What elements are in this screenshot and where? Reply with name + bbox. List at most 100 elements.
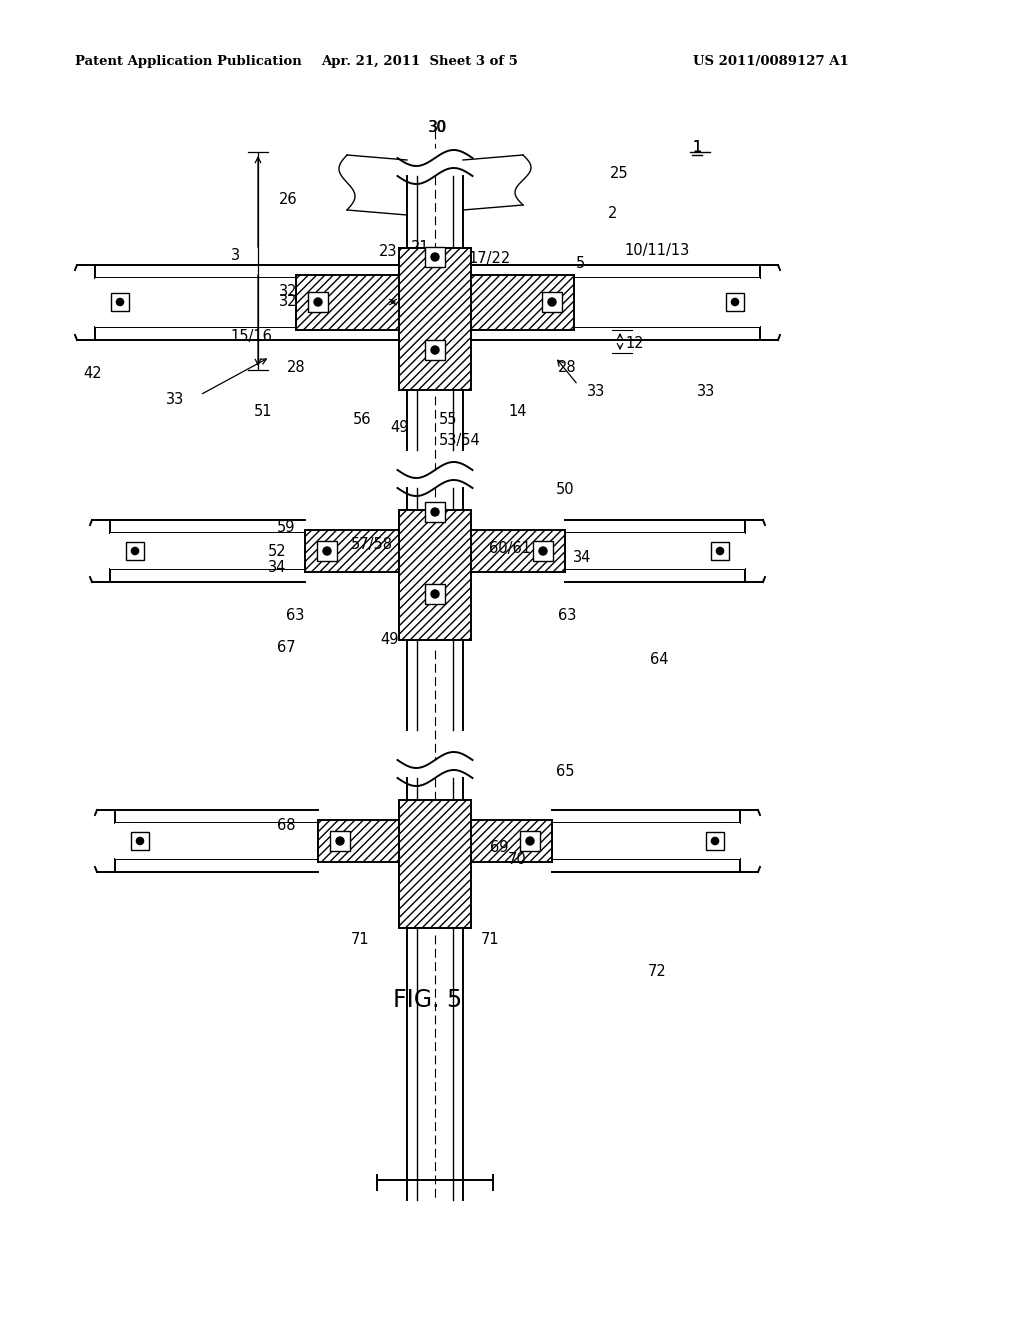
Circle shape [314,298,322,306]
Text: 3: 3 [230,248,240,263]
Text: 33: 33 [587,384,605,400]
Bar [318,820,552,862]
Text: 57/58: 57/58 [351,537,393,553]
Text: 68: 68 [278,817,296,833]
Bar [399,248,471,389]
Circle shape [712,837,719,845]
Text: 32: 32 [279,285,297,300]
Bar [399,510,471,640]
Bar [425,502,445,521]
Text: 33: 33 [166,392,184,408]
Bar [399,800,471,928]
Circle shape [431,253,439,261]
Text: 70: 70 [508,853,526,867]
Text: 63: 63 [286,607,304,623]
Text: 30: 30 [429,120,447,135]
Circle shape [117,298,124,306]
Text: 56: 56 [352,412,372,428]
Text: 63: 63 [558,607,577,623]
Text: 50: 50 [556,483,574,498]
Text: 51: 51 [254,404,272,420]
Bar [425,247,445,267]
Text: 72: 72 [648,965,667,979]
Bar [318,820,552,862]
Circle shape [431,346,439,354]
Text: 34: 34 [267,561,286,576]
Circle shape [539,546,547,554]
Bar [296,279,760,327]
Bar [296,275,574,330]
Bar [308,292,328,312]
Bar [317,541,337,561]
Text: 28: 28 [558,360,577,375]
Text: 28: 28 [287,360,305,375]
Text: 34: 34 [573,550,592,565]
Bar [110,533,305,569]
Circle shape [731,298,738,306]
Text: 23: 23 [379,244,397,260]
Text: 25: 25 [610,165,629,181]
Text: 32: 32 [279,294,297,309]
Bar [95,279,296,327]
Bar [542,292,562,312]
Circle shape [431,508,439,516]
Text: 1: 1 [692,140,701,156]
Bar [399,248,471,389]
Bar [305,531,565,572]
Text: 14: 14 [508,404,526,420]
Text: 65: 65 [556,764,574,780]
Circle shape [323,546,331,554]
Bar [520,832,540,851]
Text: 42: 42 [84,366,102,380]
Text: 60/61: 60/61 [489,540,531,556]
Text: 71: 71 [480,932,500,948]
Text: 71: 71 [350,932,370,948]
Bar [126,543,144,560]
Bar [425,583,445,605]
Text: 12: 12 [625,335,644,351]
Text: 1: 1 [692,140,701,156]
Bar [565,533,745,569]
Bar [399,800,471,928]
Text: 10/11/13: 10/11/13 [624,243,689,257]
Bar [425,341,445,360]
Text: 24: 24 [437,255,457,269]
Bar [706,832,724,850]
Text: 21: 21 [411,240,429,256]
Bar [296,275,574,330]
Text: Apr. 21, 2011  Sheet 3 of 5: Apr. 21, 2011 Sheet 3 of 5 [322,55,518,69]
Bar [330,832,350,851]
Bar [131,832,150,850]
Text: 15/16: 15/16 [230,330,272,345]
Bar [111,293,129,312]
Text: Patent Application Publication: Patent Application Publication [75,55,302,69]
Circle shape [548,298,556,306]
Circle shape [131,548,138,554]
Text: 49: 49 [381,632,399,648]
Circle shape [526,837,534,845]
Bar [711,543,729,560]
Text: 29: 29 [413,301,431,315]
Circle shape [717,548,724,554]
Text: 2: 2 [608,206,617,220]
Bar [552,822,740,859]
Text: 33: 33 [697,384,715,400]
Bar [726,293,744,312]
Text: 64: 64 [650,652,669,668]
Text: 26: 26 [279,193,297,207]
Bar [534,541,553,561]
Text: 17/22: 17/22 [469,251,511,265]
Text: 69: 69 [490,841,509,855]
Text: 49: 49 [391,421,410,436]
Text: 52: 52 [267,544,286,560]
Bar [305,531,565,572]
Text: 5: 5 [575,256,586,271]
Circle shape [431,590,439,598]
Text: 59: 59 [276,520,295,535]
Text: 62: 62 [423,537,441,553]
Bar [399,510,471,640]
Circle shape [336,837,344,845]
Text: 55: 55 [438,412,458,428]
Text: US 2011/0089127 A1: US 2011/0089127 A1 [693,55,849,69]
Circle shape [136,837,143,845]
